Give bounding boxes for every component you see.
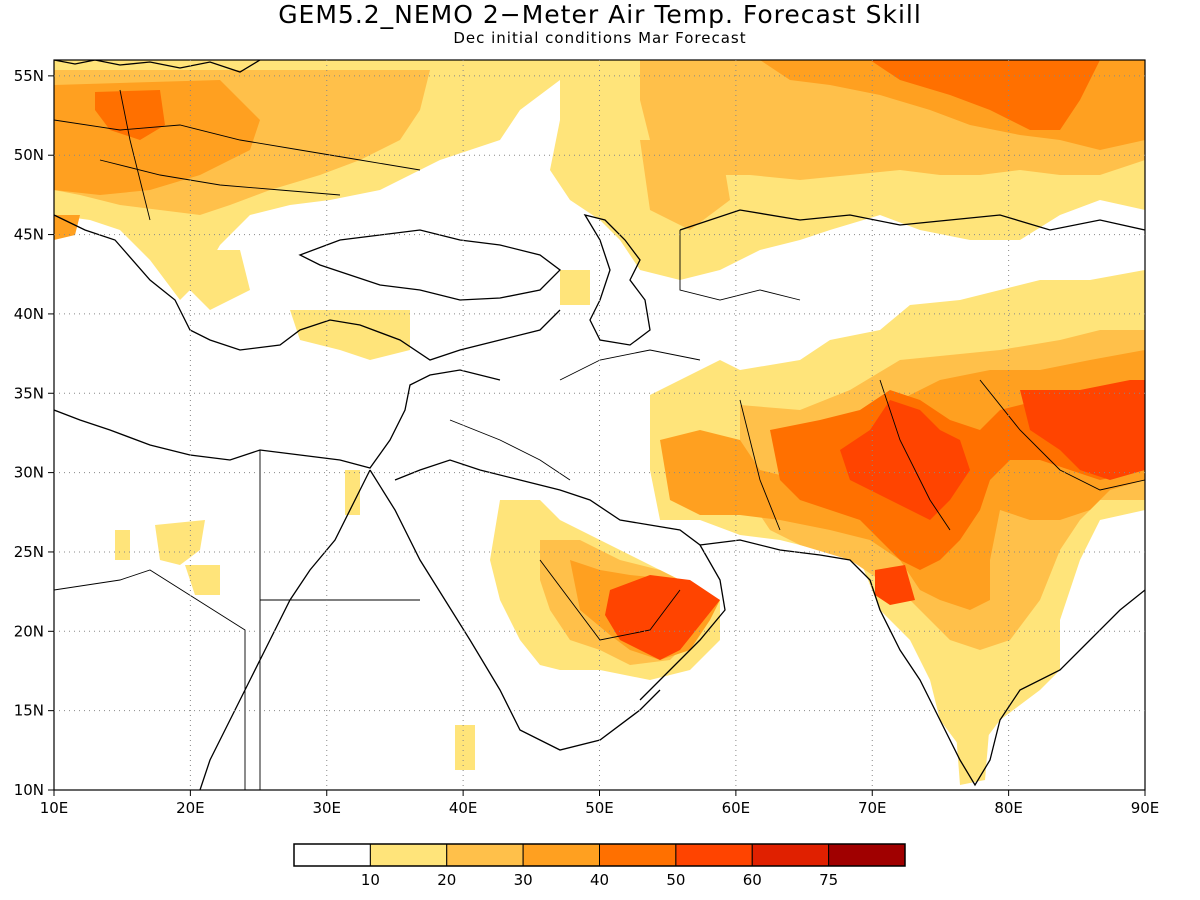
- colorbar: 10 20 30 40 50 60 75: [293, 843, 906, 889]
- colorbar-label: 20: [437, 871, 456, 889]
- skill-region: [54, 215, 80, 240]
- colorbar-frame: [293, 843, 906, 867]
- border: [539, 559, 681, 641]
- coastline: [54, 60, 261, 73]
- x-tick-label: 40E: [449, 799, 478, 817]
- x-tick-label: 10E: [40, 799, 69, 817]
- y-tick-label: 45N: [14, 226, 44, 244]
- coastline: [583, 213, 651, 346]
- x-tick-label: 30E: [312, 799, 341, 817]
- colorbar-swatch: [522, 843, 600, 867]
- colorbar-label: 60: [743, 871, 762, 889]
- y-tick-label: 30N: [14, 464, 44, 482]
- skill-region: [290, 310, 410, 360]
- colorbar-swatch: [293, 843, 371, 867]
- border: [679, 230, 801, 301]
- map-axes: 10E 20E 30E 40E 50E 60E 70E 80E 90E 10N 15N 20N 25N 3…: [14, 60, 1160, 817]
- skill-region: [870, 60, 1100, 130]
- coastlines: [54, 60, 1145, 790]
- border: [979, 379, 1145, 491]
- colorbar-label: 75: [819, 871, 838, 889]
- skill-region: [155, 520, 205, 565]
- border: [54, 569, 246, 790]
- skill-region: [1020, 380, 1145, 480]
- x-tick-label: 20E: [176, 799, 205, 817]
- border: [54, 119, 421, 171]
- y-tick-label: 15N: [14, 702, 44, 720]
- border: [449, 419, 571, 481]
- border: [99, 159, 341, 196]
- coastline: [394, 459, 726, 701]
- y-tick-label: 20N: [14, 622, 44, 640]
- skill-region: [955, 720, 990, 785]
- skill-region: [180, 250, 250, 310]
- y-tick-label: 40N: [14, 305, 44, 323]
- x-tick-label: 80E: [994, 799, 1023, 817]
- skill-region: [185, 565, 220, 595]
- x-tick-label: 50E: [585, 799, 614, 817]
- x-tick-label: 60E: [722, 799, 751, 817]
- skill-region: [455, 725, 475, 770]
- map-title: GEM5.2_NEMO 2−Meter Air Temp. Forecast S…: [278, 0, 922, 29]
- colorbar-label: 10: [361, 871, 380, 889]
- y-tick-label: 55N: [14, 67, 44, 85]
- colorbar-label: 50: [666, 871, 685, 889]
- border: [879, 379, 951, 531]
- y-tick-label: 35N: [14, 384, 44, 402]
- skill-shading: [54, 60, 1145, 785]
- colorbar-swatch: [446, 843, 524, 867]
- coastline: [699, 539, 1145, 787]
- map-subtitle: Dec initial conditions Mar Forecast: [453, 29, 747, 47]
- coastline: [679, 209, 1145, 231]
- border: [739, 399, 781, 531]
- coastline: [369, 469, 661, 751]
- skill-region: [640, 140, 730, 230]
- coastline: [54, 214, 561, 361]
- skill-region: [875, 565, 915, 605]
- colorbar-swatch: [599, 843, 677, 867]
- borders: [54, 89, 1145, 790]
- border: [559, 349, 701, 381]
- colorbar-label: 40: [590, 871, 609, 889]
- colorbar-swatch: [675, 843, 753, 867]
- y-tick-label: 50N: [14, 146, 44, 164]
- border: [119, 89, 151, 221]
- skill-region: [115, 530, 130, 560]
- skill-region: [560, 270, 590, 305]
- coastline: [199, 469, 371, 790]
- x-tick-label: 70E: [858, 799, 887, 817]
- coastline: [54, 369, 501, 469]
- colorbar-label: 30: [514, 871, 533, 889]
- skill-region: [345, 470, 360, 515]
- coastline: [298, 229, 561, 301]
- colorbar-swatch: [828, 843, 906, 867]
- y-tick-label: 10N: [14, 781, 44, 799]
- colorbar-swatch: [369, 843, 448, 867]
- colorbar-swatch: [751, 843, 830, 867]
- x-tick-label: 90E: [1131, 799, 1160, 817]
- y-tick-label: 25N: [14, 543, 44, 561]
- skill-region: [605, 575, 720, 660]
